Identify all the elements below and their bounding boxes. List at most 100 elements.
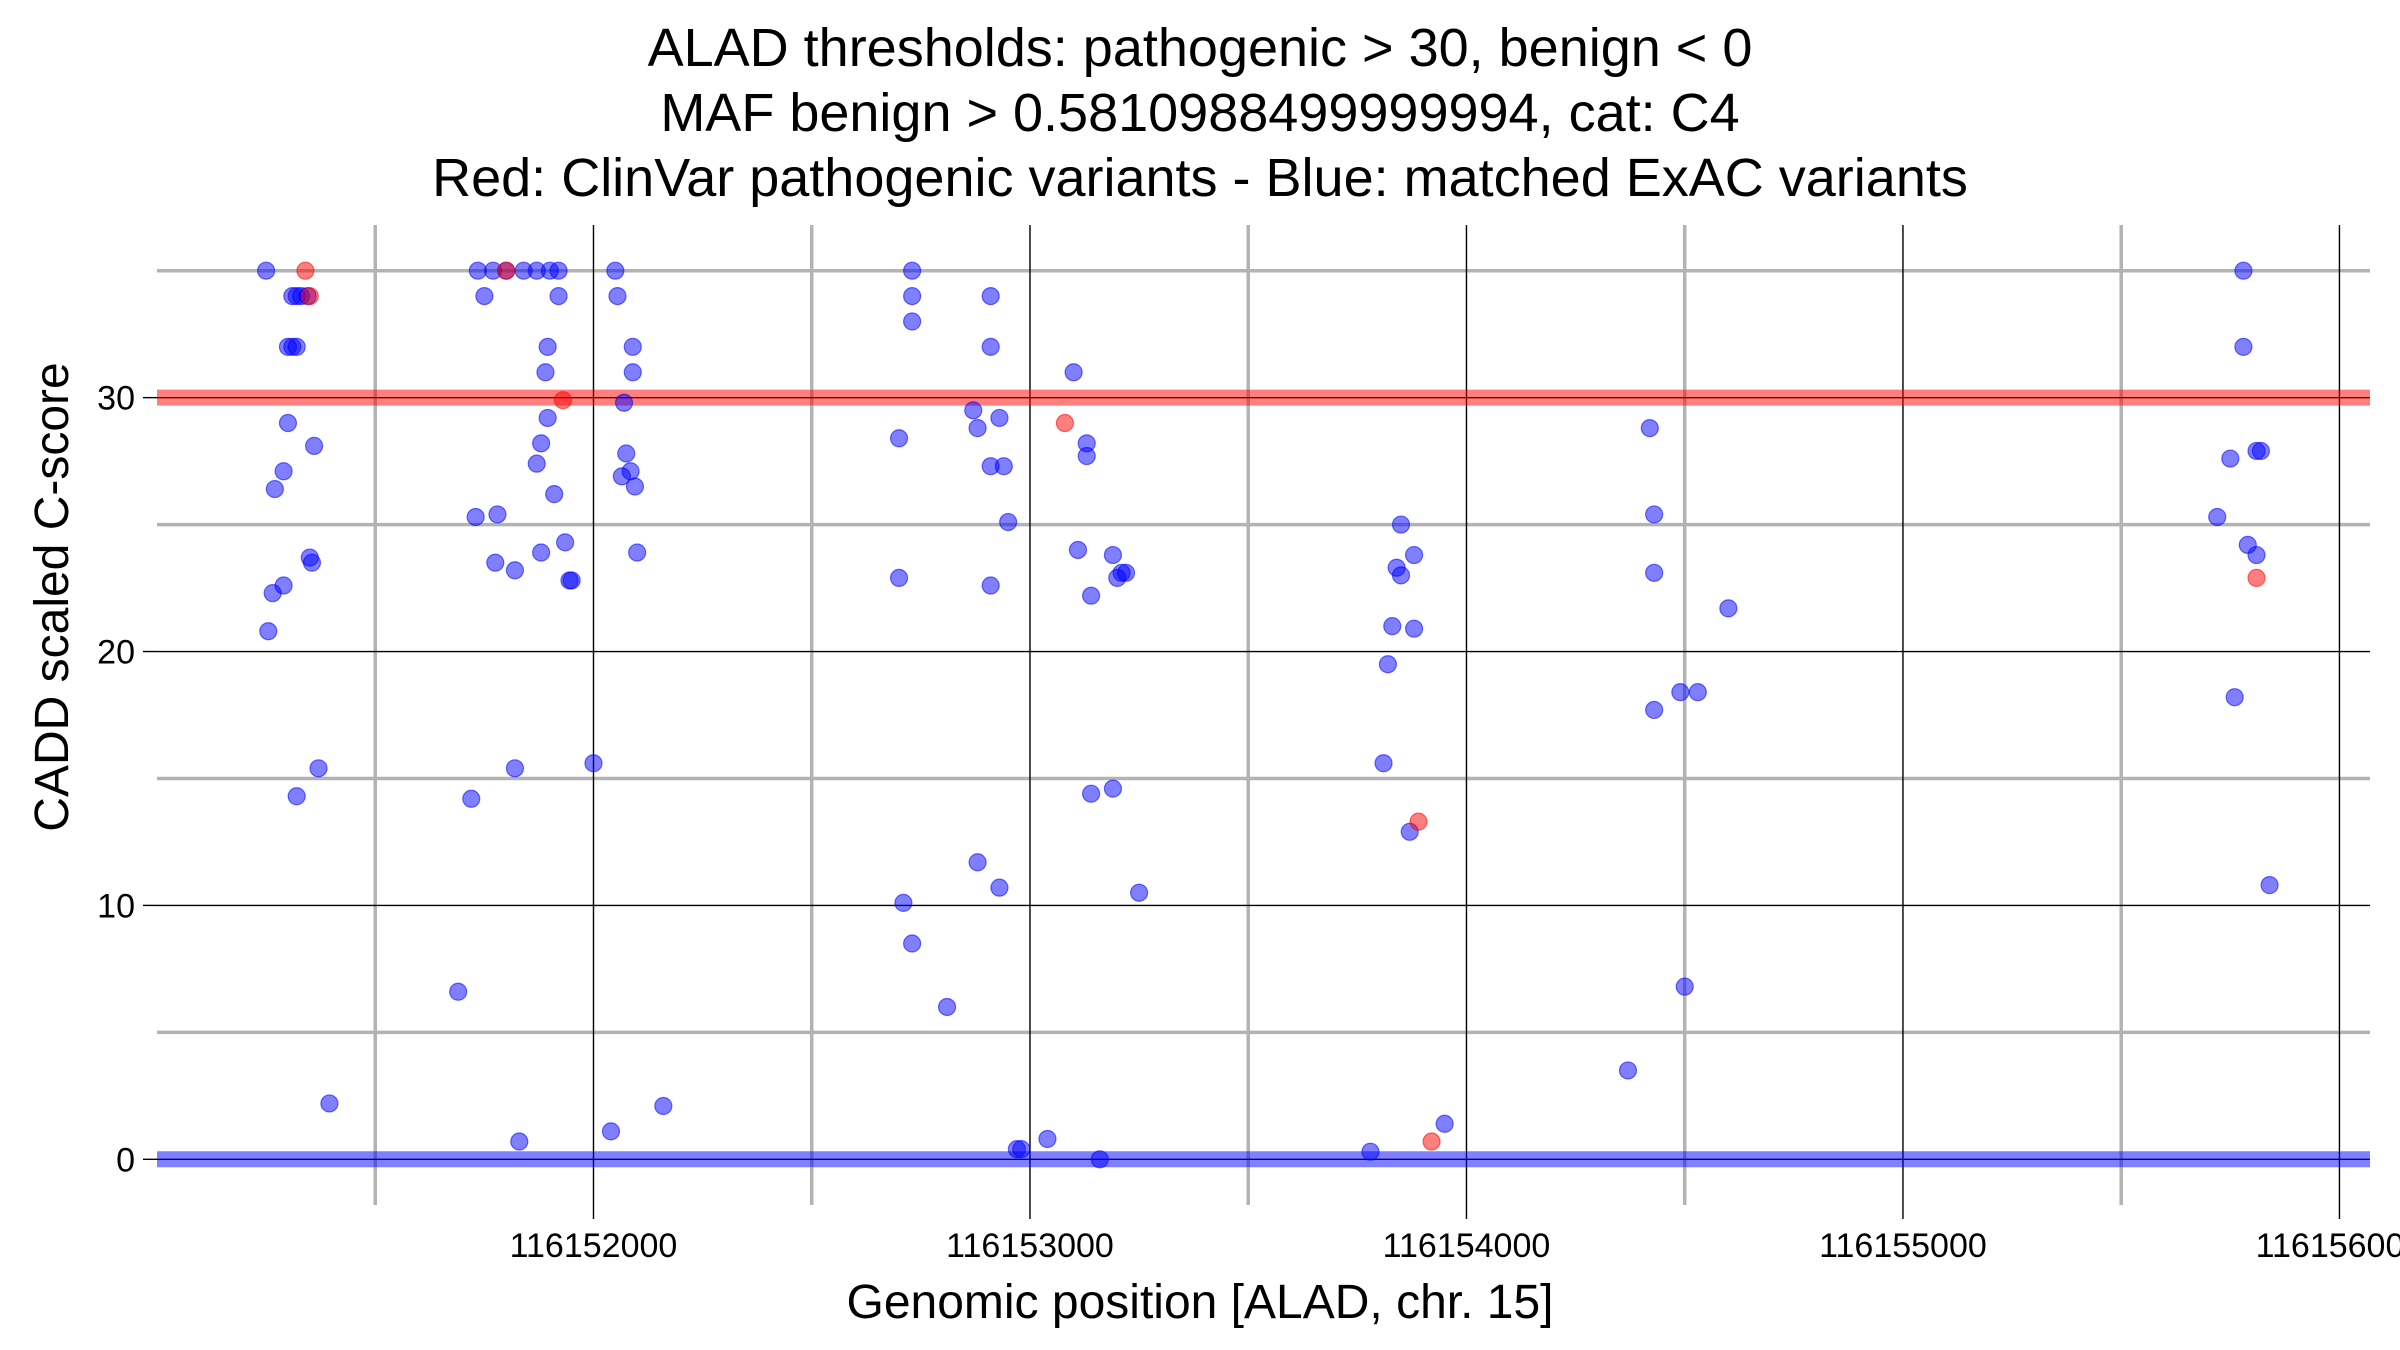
- y-tick-label: 0: [116, 1141, 135, 1179]
- exac-point: [623, 337, 642, 356]
- exac-point: [1383, 617, 1402, 636]
- exac-point: [462, 789, 481, 808]
- exac-point: [2234, 261, 2253, 280]
- pathogenic-point: [1055, 413, 1074, 433]
- exac-point: [1130, 883, 1149, 902]
- title-line-2: MAF benign > 0.5810988499999994, cat: C4: [660, 83, 1739, 143]
- exac-point: [549, 286, 568, 306]
- pathogenic-point: [1422, 1132, 1441, 1151]
- exac-point: [278, 413, 298, 433]
- exac-point: [994, 457, 1013, 476]
- pathogenic-point: [1409, 812, 1428, 831]
- exac-point: [1012, 1140, 1031, 1159]
- y-axis-title: CADD scaled C-score: [26, 362, 79, 831]
- x-tick-label: 116154000: [1383, 1227, 1551, 1265]
- exac-point: [990, 878, 1009, 897]
- pathogenic-point: [2247, 568, 2266, 588]
- exac-point: [505, 561, 525, 580]
- exac-point: [287, 787, 306, 806]
- exac-point: [1671, 683, 1690, 702]
- exac-point: [320, 1094, 339, 1113]
- exac-point: [2225, 688, 2244, 707]
- exac-point: [981, 286, 1000, 306]
- x-axis: 116152000 116153000 116154000 116155000 1161…: [510, 1205, 2400, 1265]
- exac-point: [606, 261, 625, 280]
- exac-point: [488, 505, 507, 524]
- exac-point: [584, 754, 603, 773]
- exac-point: [1640, 419, 1659, 438]
- exac-point: [889, 429, 909, 448]
- exac-point: [1068, 540, 1088, 560]
- exac-point: [1688, 683, 1707, 702]
- exac-point: [560, 571, 579, 590]
- exac-point: [1645, 700, 1664, 720]
- y-tick-label: 10: [97, 887, 135, 925]
- exac-point: [263, 584, 282, 603]
- exac-point: [1391, 515, 1411, 534]
- exac-point: [466, 507, 485, 527]
- exac-point: [628, 543, 647, 562]
- exac-point: [1103, 779, 1123, 798]
- exac-point: [302, 553, 322, 572]
- exac-point: [468, 261, 487, 280]
- exac-point: [1404, 619, 1424, 638]
- exac-point: [968, 853, 987, 872]
- exac-point: [1081, 586, 1101, 605]
- exac-point: [999, 512, 1018, 532]
- exac-point: [903, 934, 922, 953]
- exac-point: [449, 982, 468, 1001]
- exac-point: [532, 543, 551, 562]
- exac-point: [903, 312, 922, 331]
- exac-point: [527, 454, 546, 473]
- exac-point: [538, 408, 557, 428]
- exac-point: [532, 434, 551, 453]
- exac-point: [1645, 563, 1664, 582]
- exac-point: [2260, 876, 2279, 895]
- exac-point: [968, 419, 987, 438]
- exac-point: [549, 261, 568, 280]
- exac-point: [1645, 505, 1664, 524]
- exac-point: [903, 286, 922, 306]
- exac-point: [1077, 446, 1096, 466]
- exac-point: [1374, 754, 1393, 773]
- exac-point: [937, 997, 957, 1017]
- exac-point: [2251, 441, 2270, 461]
- exac-point: [1090, 1150, 1109, 1169]
- exac-point: [1404, 545, 1424, 565]
- exac-point: [259, 622, 278, 641]
- pathogenic-point: [553, 391, 573, 410]
- exac-point: [1675, 977, 1694, 996]
- exac-point: [486, 553, 505, 572]
- exac-point: [1038, 1129, 1057, 1149]
- pathogenic-point: [300, 286, 319, 306]
- exac-point: [505, 759, 525, 778]
- minor-grid: [157, 225, 2370, 1205]
- exac-point: [894, 893, 913, 912]
- data-points: [257, 261, 2279, 1169]
- exac-point: [1081, 784, 1101, 803]
- exac-point: [2221, 449, 2240, 468]
- exac-point: [538, 337, 557, 356]
- y-axis: 0 10 20 30: [97, 380, 157, 1179]
- exac-point: [625, 477, 645, 496]
- exac-point: [1116, 563, 1136, 582]
- major-grid: [157, 225, 2370, 1205]
- exac-point: [545, 485, 564, 504]
- exac-point: [283, 337, 302, 356]
- exac-point: [2208, 507, 2227, 527]
- x-tick-label: 116153000: [946, 1227, 1114, 1265]
- exac-point: [608, 286, 627, 306]
- x-tick-label: 116155000: [1819, 1227, 1987, 1265]
- exac-point: [1719, 599, 1738, 618]
- x-axis-title: Genomic position [ALAD, chr. 15]: [846, 1276, 1553, 1329]
- title-line-1: ALAD thresholds: pathogenic > 30, benign…: [648, 18, 1753, 78]
- exac-point: [617, 444, 636, 463]
- exac-point: [265, 479, 284, 499]
- threshold-lines: [157, 389, 2370, 1168]
- pathogenic-point: [296, 261, 315, 280]
- exac-point: [981, 337, 1000, 356]
- y-tick-label: 20: [97, 634, 135, 672]
- exac-point: [981, 576, 1000, 595]
